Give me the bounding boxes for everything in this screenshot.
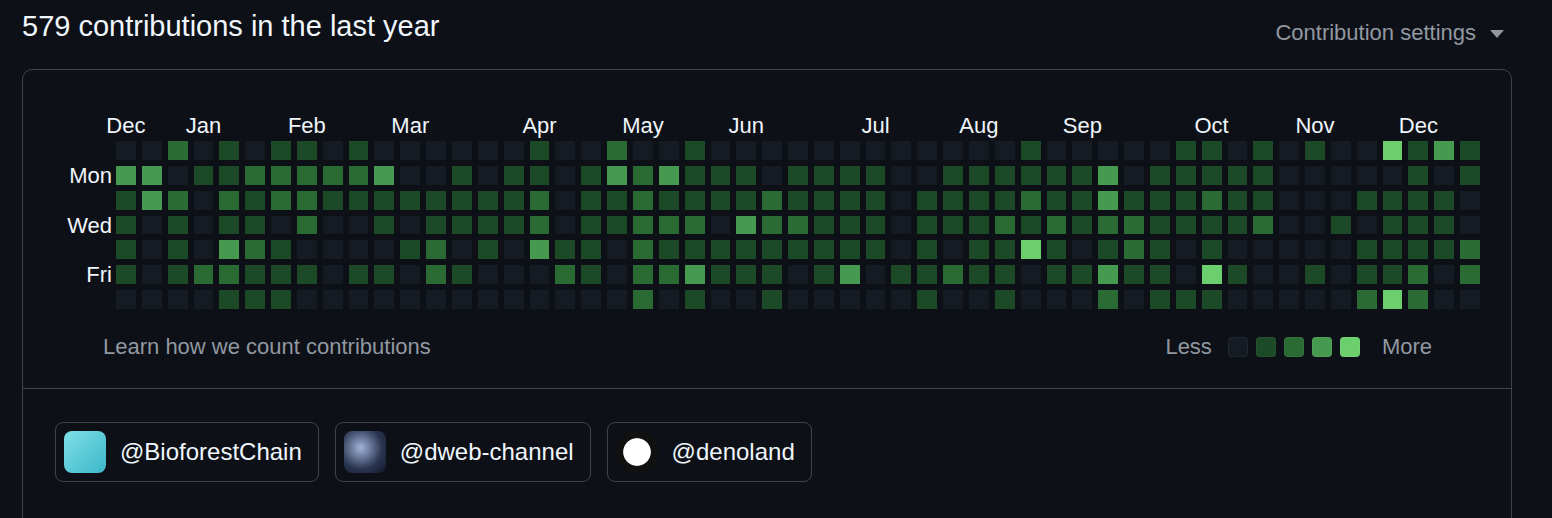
svg-text:Mar: Mar [391, 113, 429, 138]
svg-text:Dec: Dec [1399, 113, 1438, 138]
html-text:More: More [1381, 334, 1432, 359]
html-text:Less: Less [1165, 334, 1212, 359]
html-text:579 contributions in the last: 579 contributions in the last year [22, 10, 440, 42]
html-text:Contribution settings: Contribution settings [1275, 20, 1476, 45]
html-text:@dweb-channel: @dweb-channel [399, 438, 574, 465]
svg-text:Mon: Mon [69, 163, 112, 188]
svg-text:Jun: Jun [729, 113, 764, 138]
svg-text:Jul: Jul [861, 113, 889, 138]
svg-text:May: May [622, 113, 664, 138]
html-text:@denoland: @denoland [671, 438, 795, 465]
html-text:@BioforestChain: @BioforestChain [120, 438, 302, 465]
svg-text:Sep: Sep [1063, 113, 1102, 138]
svg-text:Jan: Jan [186, 113, 221, 138]
svg-text:Feb: Feb [288, 113, 326, 138]
svg-text:Dec: Dec [106, 113, 145, 138]
svg-text:Fri: Fri [86, 262, 112, 287]
svg-text:Apr: Apr [522, 113, 556, 138]
svg-text:Wed: Wed [67, 213, 112, 238]
svg-text:Oct: Oct [1194, 113, 1228, 138]
svg-text:Aug: Aug [959, 113, 998, 138]
svg-text:Nov: Nov [1295, 113, 1334, 138]
html-text:Learn how we count contributio: Learn how we count contributions [103, 334, 431, 359]
